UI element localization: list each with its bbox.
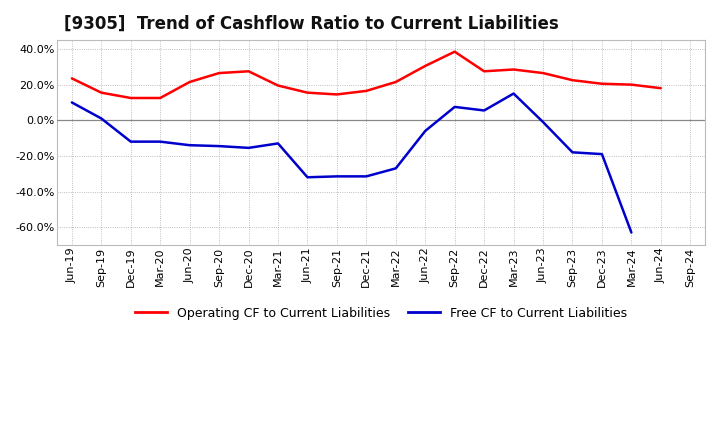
Text: [9305]  Trend of Cashflow Ratio to Current Liabilities: [9305] Trend of Cashflow Ratio to Curren… xyxy=(63,15,559,33)
Legend: Operating CF to Current Liabilities, Free CF to Current Liabilities: Operating CF to Current Liabilities, Fre… xyxy=(130,302,632,325)
